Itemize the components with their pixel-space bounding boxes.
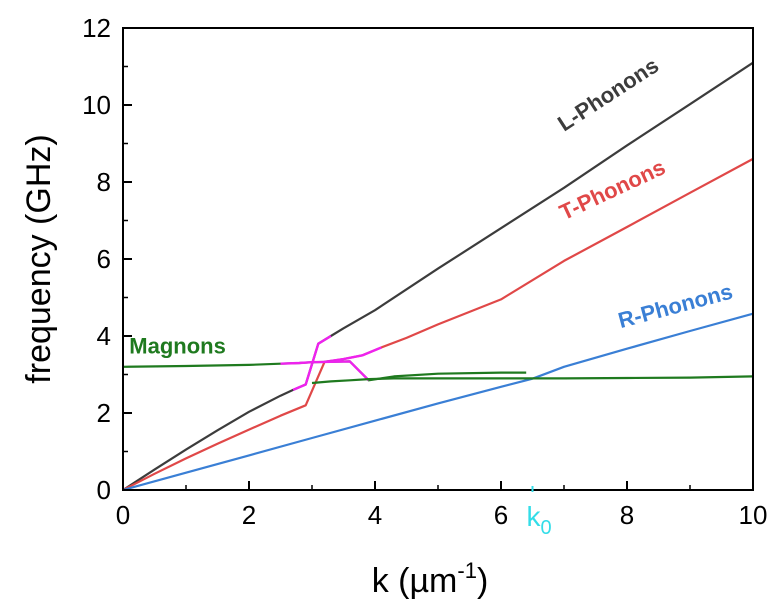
x-axis-title-close: ) <box>477 562 488 600</box>
series-label-magnons: Magnons <box>129 333 226 358</box>
x-tick-label: 4 <box>368 500 382 530</box>
x-axis-title: k (µm-1) <box>372 558 489 600</box>
x-tick-label: 6 <box>494 500 508 530</box>
series-line-l-phonons <box>122 61 754 491</box>
x-tick-label: 2 <box>242 500 256 530</box>
plot-frame <box>122 27 754 491</box>
y-tick-label: 8 <box>97 167 111 197</box>
curves-layer <box>122 61 754 492</box>
x-tick-label: 10 <box>739 500 768 530</box>
series-label-r-phonons: R-Phonons <box>616 279 736 334</box>
x-axis-title-main: k (µm <box>372 562 458 600</box>
y-tick-label: 4 <box>97 321 111 351</box>
hybridization-segment-magnons <box>280 360 370 382</box>
hybridization-segment-l-phonons <box>292 334 332 392</box>
k0-marker-label: k0 <box>527 501 552 539</box>
y-tick-label: 2 <box>97 398 111 428</box>
y-tick-label: 6 <box>97 244 111 274</box>
x-tick-label: 0 <box>116 500 130 530</box>
hybridization-segment-t-phonons <box>324 346 382 363</box>
y-tick-label: 0 <box>97 475 111 505</box>
x-axis-title-superscript: -1 <box>457 558 477 583</box>
y-tick-label: 10 <box>82 90 111 120</box>
y-tick-label: 12 <box>82 13 111 43</box>
x-tick-label: 8 <box>620 500 634 530</box>
series-label-l-phonons: L-Phonons <box>553 53 663 137</box>
series-line-magnon-lower <box>311 375 754 385</box>
series-line-r-phonons <box>122 312 754 492</box>
y-axis-title: frequency (GHz) <box>20 134 58 383</box>
ticks-layer: 0 2 4 6 8 10 0 2 4 6 8 10 12 <box>82 13 767 530</box>
series-line-t-phonons <box>122 157 754 491</box>
k0-label-main: k <box>527 501 542 532</box>
k0-label-subscript: 0 <box>541 517 552 539</box>
